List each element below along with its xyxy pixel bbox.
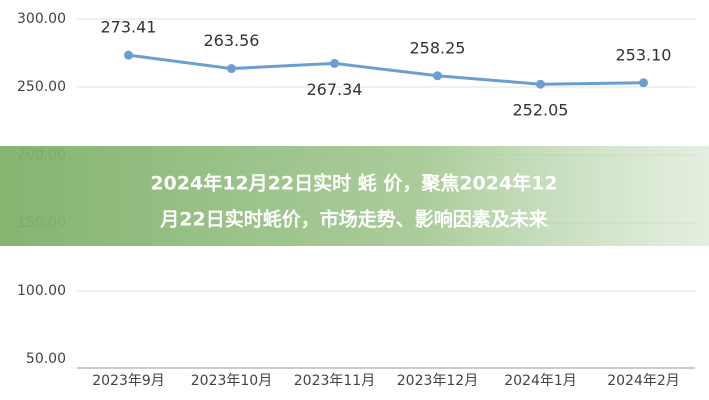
line: [128, 53, 644, 86]
value-label: 258.25: [410, 38, 466, 57]
y-tick-label: 300.00: [17, 11, 66, 27]
x-tick-label: 2023年12月: [397, 373, 478, 389]
value-label: 263.56: [204, 31, 260, 50]
value-label: 267.34: [307, 80, 363, 99]
point: [227, 64, 236, 74]
x-tick-label: 2023年9月: [92, 373, 165, 389]
x-tick-label: 2024年1月: [504, 373, 577, 389]
point: [639, 78, 648, 88]
title-line: 2024年12月22日实时 蚝 价，聚焦2024年12: [150, 172, 557, 195]
point: [536, 79, 545, 89]
y-tick-label: 50.00: [26, 351, 66, 367]
point: [124, 50, 133, 60]
y-tick-label: 100.00: [17, 283, 66, 299]
x-tick-label: 2023年10月: [191, 373, 272, 389]
value-label: 273.41: [101, 18, 157, 37]
x-tick-label: 2023年11月: [294, 373, 375, 389]
y-tick-label: 250.00: [17, 79, 66, 95]
title-banner: [0, 146, 709, 246]
title-line: 月22日实时蚝价，市场走势、影响因素及未来: [159, 208, 547, 231]
plot: 50.00100.00150.00200.00250.00300.002023年…: [17, 11, 695, 389]
value-label: 252.05: [513, 101, 569, 120]
point: [330, 58, 339, 68]
value-label: 253.10: [616, 45, 672, 64]
point: [433, 71, 442, 81]
x-tick-label: 2024年2月: [607, 373, 680, 389]
